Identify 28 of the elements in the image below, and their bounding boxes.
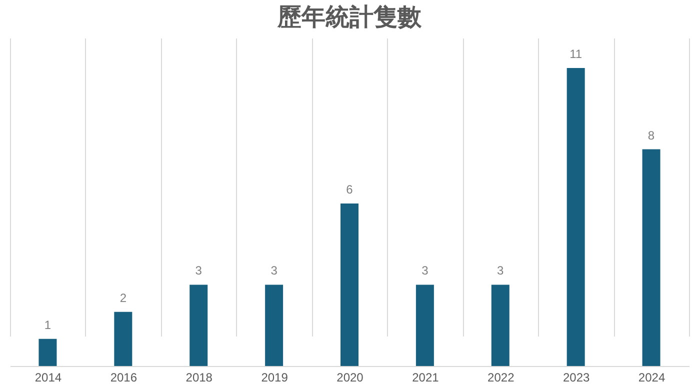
bar	[642, 149, 660, 366]
bar	[340, 203, 358, 366]
x-tick-label: 2016	[110, 370, 138, 384]
bar	[265, 284, 284, 366]
data-label: 3	[497, 264, 504, 278]
bar	[566, 68, 585, 366]
bar	[114, 312, 132, 366]
x-tick-label: 2024	[638, 370, 666, 384]
chart-title: 歷年統計隻數	[276, 2, 422, 31]
bar	[190, 284, 208, 366]
bar	[38, 338, 57, 366]
data-label: 6	[346, 182, 354, 196]
bar	[416, 284, 434, 366]
data-label: 11	[570, 47, 582, 61]
x-tick-label: 2018	[186, 370, 213, 384]
data-label: 3	[270, 264, 278, 278]
bar	[491, 284, 510, 366]
data-label: 1	[44, 318, 52, 332]
data-label: 8	[648, 128, 655, 142]
data-label: 3	[195, 264, 202, 278]
x-tick-label: 2023	[562, 370, 590, 384]
x-tick-label: 2021	[412, 370, 440, 384]
x-tick-label: 2019	[261, 370, 288, 384]
x-tick-label: 2022	[488, 370, 515, 384]
x-tick-label: 2020	[336, 370, 364, 384]
x-tick-label: 2014	[34, 370, 62, 384]
data-label: 2	[120, 290, 127, 305]
data-label: 3	[422, 264, 429, 278]
